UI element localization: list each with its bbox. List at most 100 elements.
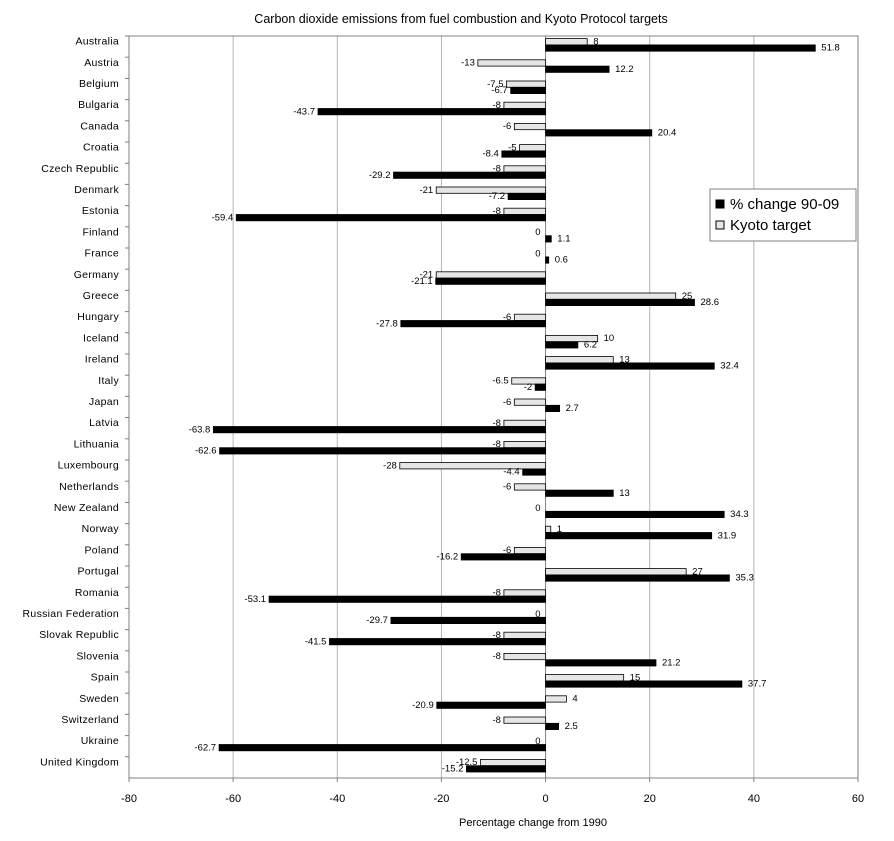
category-label: Estonia bbox=[82, 205, 119, 217]
x-tick-label: -20 bbox=[433, 793, 449, 805]
bar-change bbox=[235, 214, 546, 222]
data-label-kyoto: -21 bbox=[419, 185, 433, 196]
bar-change bbox=[545, 298, 695, 306]
bar-kyoto bbox=[503, 716, 546, 724]
category-label: Ukraine bbox=[81, 735, 119, 747]
data-label-change: 32.4 bbox=[720, 361, 739, 372]
bar-kyoto bbox=[519, 144, 546, 152]
bar-kyoto bbox=[513, 398, 546, 406]
data-label-kyoto: 13 bbox=[619, 354, 630, 365]
data-label-change: 1.1 bbox=[557, 234, 570, 245]
category-label: France bbox=[85, 248, 119, 260]
bar-change bbox=[545, 256, 550, 264]
bar-kyoto bbox=[503, 207, 546, 215]
data-label-kyoto: -6 bbox=[503, 482, 511, 493]
data-label-kyoto: -8 bbox=[492, 588, 500, 599]
bar-kyoto bbox=[399, 462, 546, 470]
category-label: Slovak Republic bbox=[39, 629, 119, 641]
data-label-change: -29.2 bbox=[369, 170, 391, 181]
category-label: Norway bbox=[82, 523, 120, 535]
bar-kyoto bbox=[503, 165, 546, 173]
bar-change bbox=[545, 722, 559, 730]
bar-kyoto bbox=[513, 483, 546, 491]
bar-change bbox=[501, 150, 546, 158]
bar-change bbox=[545, 362, 715, 370]
x-tick-label: -40 bbox=[329, 793, 345, 805]
bar-change bbox=[390, 616, 546, 624]
category-label: New Zealand bbox=[54, 502, 119, 514]
category-label: Japan bbox=[89, 396, 119, 408]
bar-change bbox=[466, 765, 546, 773]
bar-change bbox=[545, 341, 579, 349]
data-label-kyoto: -8 bbox=[492, 630, 500, 641]
legend-label-change: % change 90-09 bbox=[730, 196, 839, 213]
bar-change bbox=[545, 680, 743, 688]
gridlines bbox=[232, 36, 755, 778]
data-label-kyoto: -6 bbox=[503, 121, 511, 132]
bar-kyoto bbox=[545, 292, 677, 300]
data-label-change: -53.1 bbox=[244, 594, 266, 605]
data-label-kyoto: -8 bbox=[492, 715, 500, 726]
category-label: United Kingdom bbox=[40, 756, 119, 768]
bar-kyoto bbox=[503, 101, 546, 109]
data-label-kyoto: -8 bbox=[492, 100, 500, 111]
bar-kyoto bbox=[503, 631, 546, 639]
bar-change bbox=[534, 383, 546, 391]
data-label-kyoto: 0 bbox=[535, 736, 540, 747]
x-tick-label: 20 bbox=[644, 793, 656, 805]
bar-kyoto bbox=[513, 547, 546, 555]
bar-kyoto bbox=[545, 525, 552, 533]
bar-kyoto bbox=[545, 695, 567, 703]
data-label-change: -62.7 bbox=[194, 742, 216, 753]
category-label: Switzerland bbox=[61, 714, 119, 726]
bar-kyoto bbox=[545, 38, 588, 46]
bar-kyoto bbox=[503, 653, 546, 661]
bar-change bbox=[545, 404, 561, 412]
bar-kyoto bbox=[477, 59, 546, 67]
category-label: Czech Republic bbox=[41, 163, 119, 175]
data-label-kyoto: 10 bbox=[604, 333, 615, 344]
bar-change bbox=[545, 574, 730, 582]
category-label: Ireland bbox=[85, 354, 119, 366]
bar-change bbox=[545, 510, 725, 518]
bar-change bbox=[545, 489, 614, 497]
data-label-kyoto: -6 bbox=[503, 397, 511, 408]
category-label: Finland bbox=[82, 226, 119, 238]
data-label-kyoto: 4 bbox=[572, 694, 577, 705]
data-label-change: 34.3 bbox=[730, 509, 749, 520]
category-label: Luxembourg bbox=[58, 460, 119, 472]
category-label: Lithuania bbox=[74, 438, 119, 450]
data-label-kyoto: 8 bbox=[593, 36, 598, 47]
bar-change bbox=[545, 65, 610, 73]
plot-area-frame bbox=[128, 35, 859, 779]
data-label-change: 20.4 bbox=[658, 128, 677, 139]
data-label-change: -6.7 bbox=[491, 85, 507, 96]
bar-kyoto bbox=[435, 271, 546, 279]
category-label: Australia bbox=[75, 36, 119, 48]
data-label-kyoto: -28 bbox=[383, 460, 397, 471]
data-label-change: 13 bbox=[619, 488, 630, 499]
data-label-change: -20.9 bbox=[412, 700, 434, 711]
x-tick-label: -60 bbox=[225, 793, 241, 805]
x-tick-label: 0 bbox=[543, 793, 549, 805]
data-label-kyoto: -6 bbox=[503, 545, 511, 556]
data-label-kyoto: 15 bbox=[630, 672, 641, 683]
bar-change bbox=[435, 277, 546, 285]
bar-kyoto bbox=[503, 419, 546, 427]
category-label: Romania bbox=[75, 587, 119, 599]
bar-kyoto bbox=[503, 440, 546, 449]
data-label-change: -4.4 bbox=[503, 467, 519, 478]
data-label-kyoto: -8 bbox=[492, 418, 500, 429]
x-axis-label: Percentage change from 1990 bbox=[459, 817, 607, 829]
bar-kyoto bbox=[480, 759, 546, 767]
bar-change bbox=[545, 659, 657, 667]
bar-change bbox=[460, 553, 546, 561]
data-label-kyoto: 0 bbox=[535, 503, 540, 514]
data-label-change: 28.6 bbox=[700, 297, 719, 308]
data-label-kyoto: 0 bbox=[535, 248, 540, 259]
bar-change bbox=[218, 744, 546, 752]
data-label-change: -63.8 bbox=[189, 424, 211, 435]
bar-change bbox=[545, 129, 653, 137]
category-label: Russian Federation bbox=[23, 608, 119, 620]
data-label-change: 2.5 bbox=[565, 721, 578, 732]
